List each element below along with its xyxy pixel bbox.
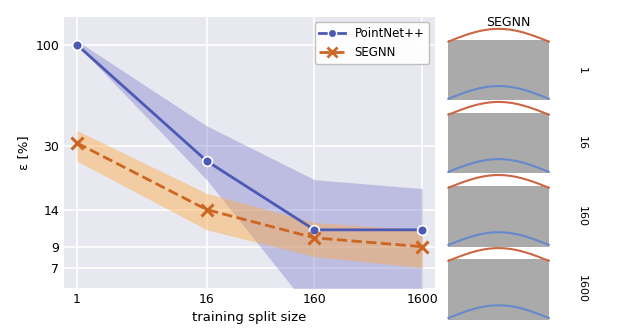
Bar <box>449 259 548 320</box>
Line: PointNet++: PointNet++ <box>72 40 427 235</box>
PointNet++ <box>203 159 211 163</box>
Y-axis label: ε [%]: ε [%] <box>17 135 29 169</box>
SEGNN <box>73 141 81 145</box>
Text: SEGNN: SEGNN <box>486 16 531 29</box>
Text: 160: 160 <box>577 206 587 227</box>
Bar <box>449 113 548 173</box>
Text: 1600: 1600 <box>577 275 587 304</box>
Line: SEGNN: SEGNN <box>70 137 429 253</box>
Bar <box>449 186 548 247</box>
Text: 16: 16 <box>577 136 587 150</box>
Legend: PointNet++, SEGNN: PointNet++, SEGNN <box>315 23 429 64</box>
PointNet++ <box>73 43 81 47</box>
PointNet++ <box>419 228 426 232</box>
Bar <box>449 40 548 100</box>
X-axis label: training split size: training split size <box>193 311 307 324</box>
SEGNN <box>203 208 211 212</box>
SEGNN <box>419 245 426 249</box>
SEGNN <box>310 236 318 240</box>
PointNet++ <box>310 228 318 232</box>
Text: 1: 1 <box>577 67 587 74</box>
